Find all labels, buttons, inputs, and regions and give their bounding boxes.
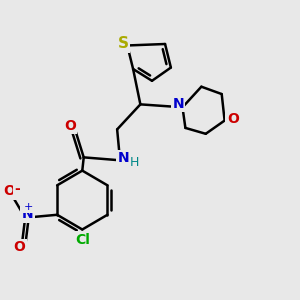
Text: N: N	[172, 97, 184, 111]
Text: S: S	[117, 37, 128, 52]
Text: N: N	[118, 151, 129, 165]
Text: +: +	[23, 202, 33, 212]
Text: -: -	[14, 182, 20, 196]
Text: N: N	[22, 207, 33, 221]
Text: O: O	[227, 112, 239, 126]
Text: O: O	[3, 184, 15, 198]
Text: H: H	[130, 156, 139, 169]
Text: Cl: Cl	[75, 233, 90, 247]
Text: O: O	[64, 119, 76, 133]
Text: O: O	[14, 240, 25, 254]
